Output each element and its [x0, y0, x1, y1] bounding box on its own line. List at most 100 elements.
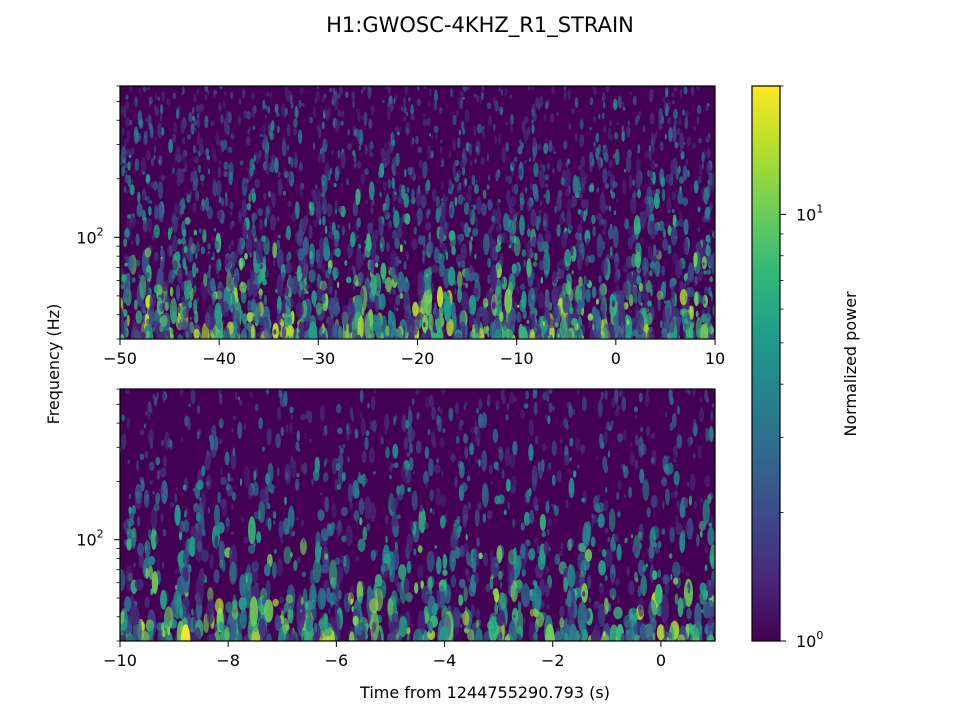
colorbar-tick-label: 101 — [796, 202, 823, 224]
heatmap-cell — [585, 198, 589, 211]
heatmap-cell — [543, 219, 547, 227]
heatmap-cell — [423, 321, 426, 328]
heatmap-cell — [278, 171, 281, 177]
heatmap-cell — [525, 489, 531, 503]
heatmap-cell — [279, 596, 285, 604]
heatmap-cell — [652, 632, 656, 641]
heatmap-cell — [160, 248, 165, 258]
heatmap-cell — [622, 281, 629, 297]
heatmap-cell — [673, 87, 677, 92]
heatmap-cell — [592, 624, 601, 641]
heatmap-cell — [207, 506, 210, 514]
heatmap-cell — [602, 240, 606, 251]
heatmap-cell — [595, 132, 600, 143]
heatmap-cell — [405, 111, 409, 116]
heatmap-cell — [457, 460, 464, 469]
heatmap-cell — [257, 208, 263, 217]
heatmap-cell — [417, 146, 423, 153]
heatmap-cell — [579, 133, 585, 148]
heatmap-cell — [659, 146, 663, 150]
heatmap-cell — [634, 251, 642, 269]
heatmap-cell — [326, 523, 331, 531]
heatmap-cell — [216, 330, 224, 339]
heatmap-cell — [230, 132, 235, 140]
heatmap-cell — [450, 539, 455, 548]
heatmap-cell — [693, 501, 698, 509]
heatmap-cell — [658, 220, 665, 232]
heatmap-cell — [299, 538, 307, 555]
heatmap-cell — [207, 250, 210, 255]
heatmap-cell — [333, 613, 341, 637]
heatmap-cell — [526, 240, 533, 261]
heatmap-cell — [543, 114, 547, 122]
heatmap-cell — [532, 136, 537, 148]
heatmap-cell — [581, 497, 586, 503]
heatmap-cell — [475, 619, 480, 629]
heatmap-cell — [387, 108, 391, 121]
heatmap-cell — [605, 486, 608, 493]
heatmap-cell — [581, 199, 587, 209]
heatmap-cell — [267, 517, 272, 531]
heatmap-cell — [153, 396, 158, 406]
zoom-y-axis: 102 — [76, 388, 120, 642]
heatmap-cell — [229, 561, 237, 585]
heatmap-cell — [558, 268, 561, 274]
heatmap-cell — [700, 295, 706, 305]
heatmap-cell — [678, 176, 685, 184]
heatmap-cell — [509, 94, 513, 100]
heatmap-cell — [214, 598, 224, 614]
heatmap-cell — [543, 194, 546, 198]
heatmap-cell — [522, 128, 527, 137]
heatmap-cell — [163, 454, 167, 468]
heatmap-cell — [127, 214, 131, 219]
heatmap-cell — [504, 87, 508, 96]
heatmap-cell — [364, 199, 368, 205]
heatmap-cell — [565, 161, 569, 168]
heatmap-cell — [457, 271, 463, 289]
heatmap-cell — [457, 137, 461, 149]
heatmap-cell — [683, 282, 687, 290]
heatmap-cell — [422, 235, 426, 247]
heatmap-cell — [565, 168, 571, 188]
heatmap-cell — [607, 170, 612, 177]
heatmap-cell — [408, 443, 414, 454]
heatmap-cell — [677, 127, 681, 136]
heatmap-cell — [703, 287, 710, 294]
heatmap-cell — [125, 95, 129, 100]
heatmap-cell — [406, 533, 413, 553]
heatmap-cell — [230, 91, 234, 100]
heatmap-cell — [120, 568, 126, 592]
heatmap-cell — [465, 282, 469, 289]
heatmap-cell — [455, 435, 460, 444]
heatmap-cell — [612, 181, 618, 188]
heatmap-cell — [362, 86, 367, 91]
heatmap-cell — [694, 291, 699, 307]
heatmap-cell — [637, 559, 646, 577]
heatmap-cell — [519, 283, 526, 291]
heatmap-cell — [649, 527, 656, 549]
heatmap-cell — [159, 467, 167, 478]
heatmap-cell — [196, 405, 201, 415]
heatmap-cell — [510, 485, 516, 494]
heatmap-cell — [196, 430, 200, 440]
heatmap-cell — [438, 106, 443, 115]
heatmap-cell — [505, 175, 508, 183]
heatmap-cell — [345, 432, 351, 441]
heatmap-cell — [253, 541, 256, 548]
heatmap-cell — [594, 88, 597, 94]
heatmap-cell — [196, 118, 201, 129]
heatmap-cell — [543, 142, 549, 155]
heatmap-cell — [435, 195, 440, 208]
heatmap-cell — [123, 162, 129, 169]
heatmap-cell — [440, 146, 443, 155]
heatmap-cell — [153, 224, 160, 239]
heatmap-cell — [577, 298, 585, 310]
heatmap-cell — [180, 281, 186, 291]
heatmap-cell — [161, 127, 165, 136]
heatmap-cell — [220, 498, 227, 508]
heatmap-cell — [147, 411, 151, 421]
heatmap-cell — [577, 390, 580, 396]
heatmap-cell — [204, 197, 210, 212]
heatmap-cell — [544, 583, 550, 598]
